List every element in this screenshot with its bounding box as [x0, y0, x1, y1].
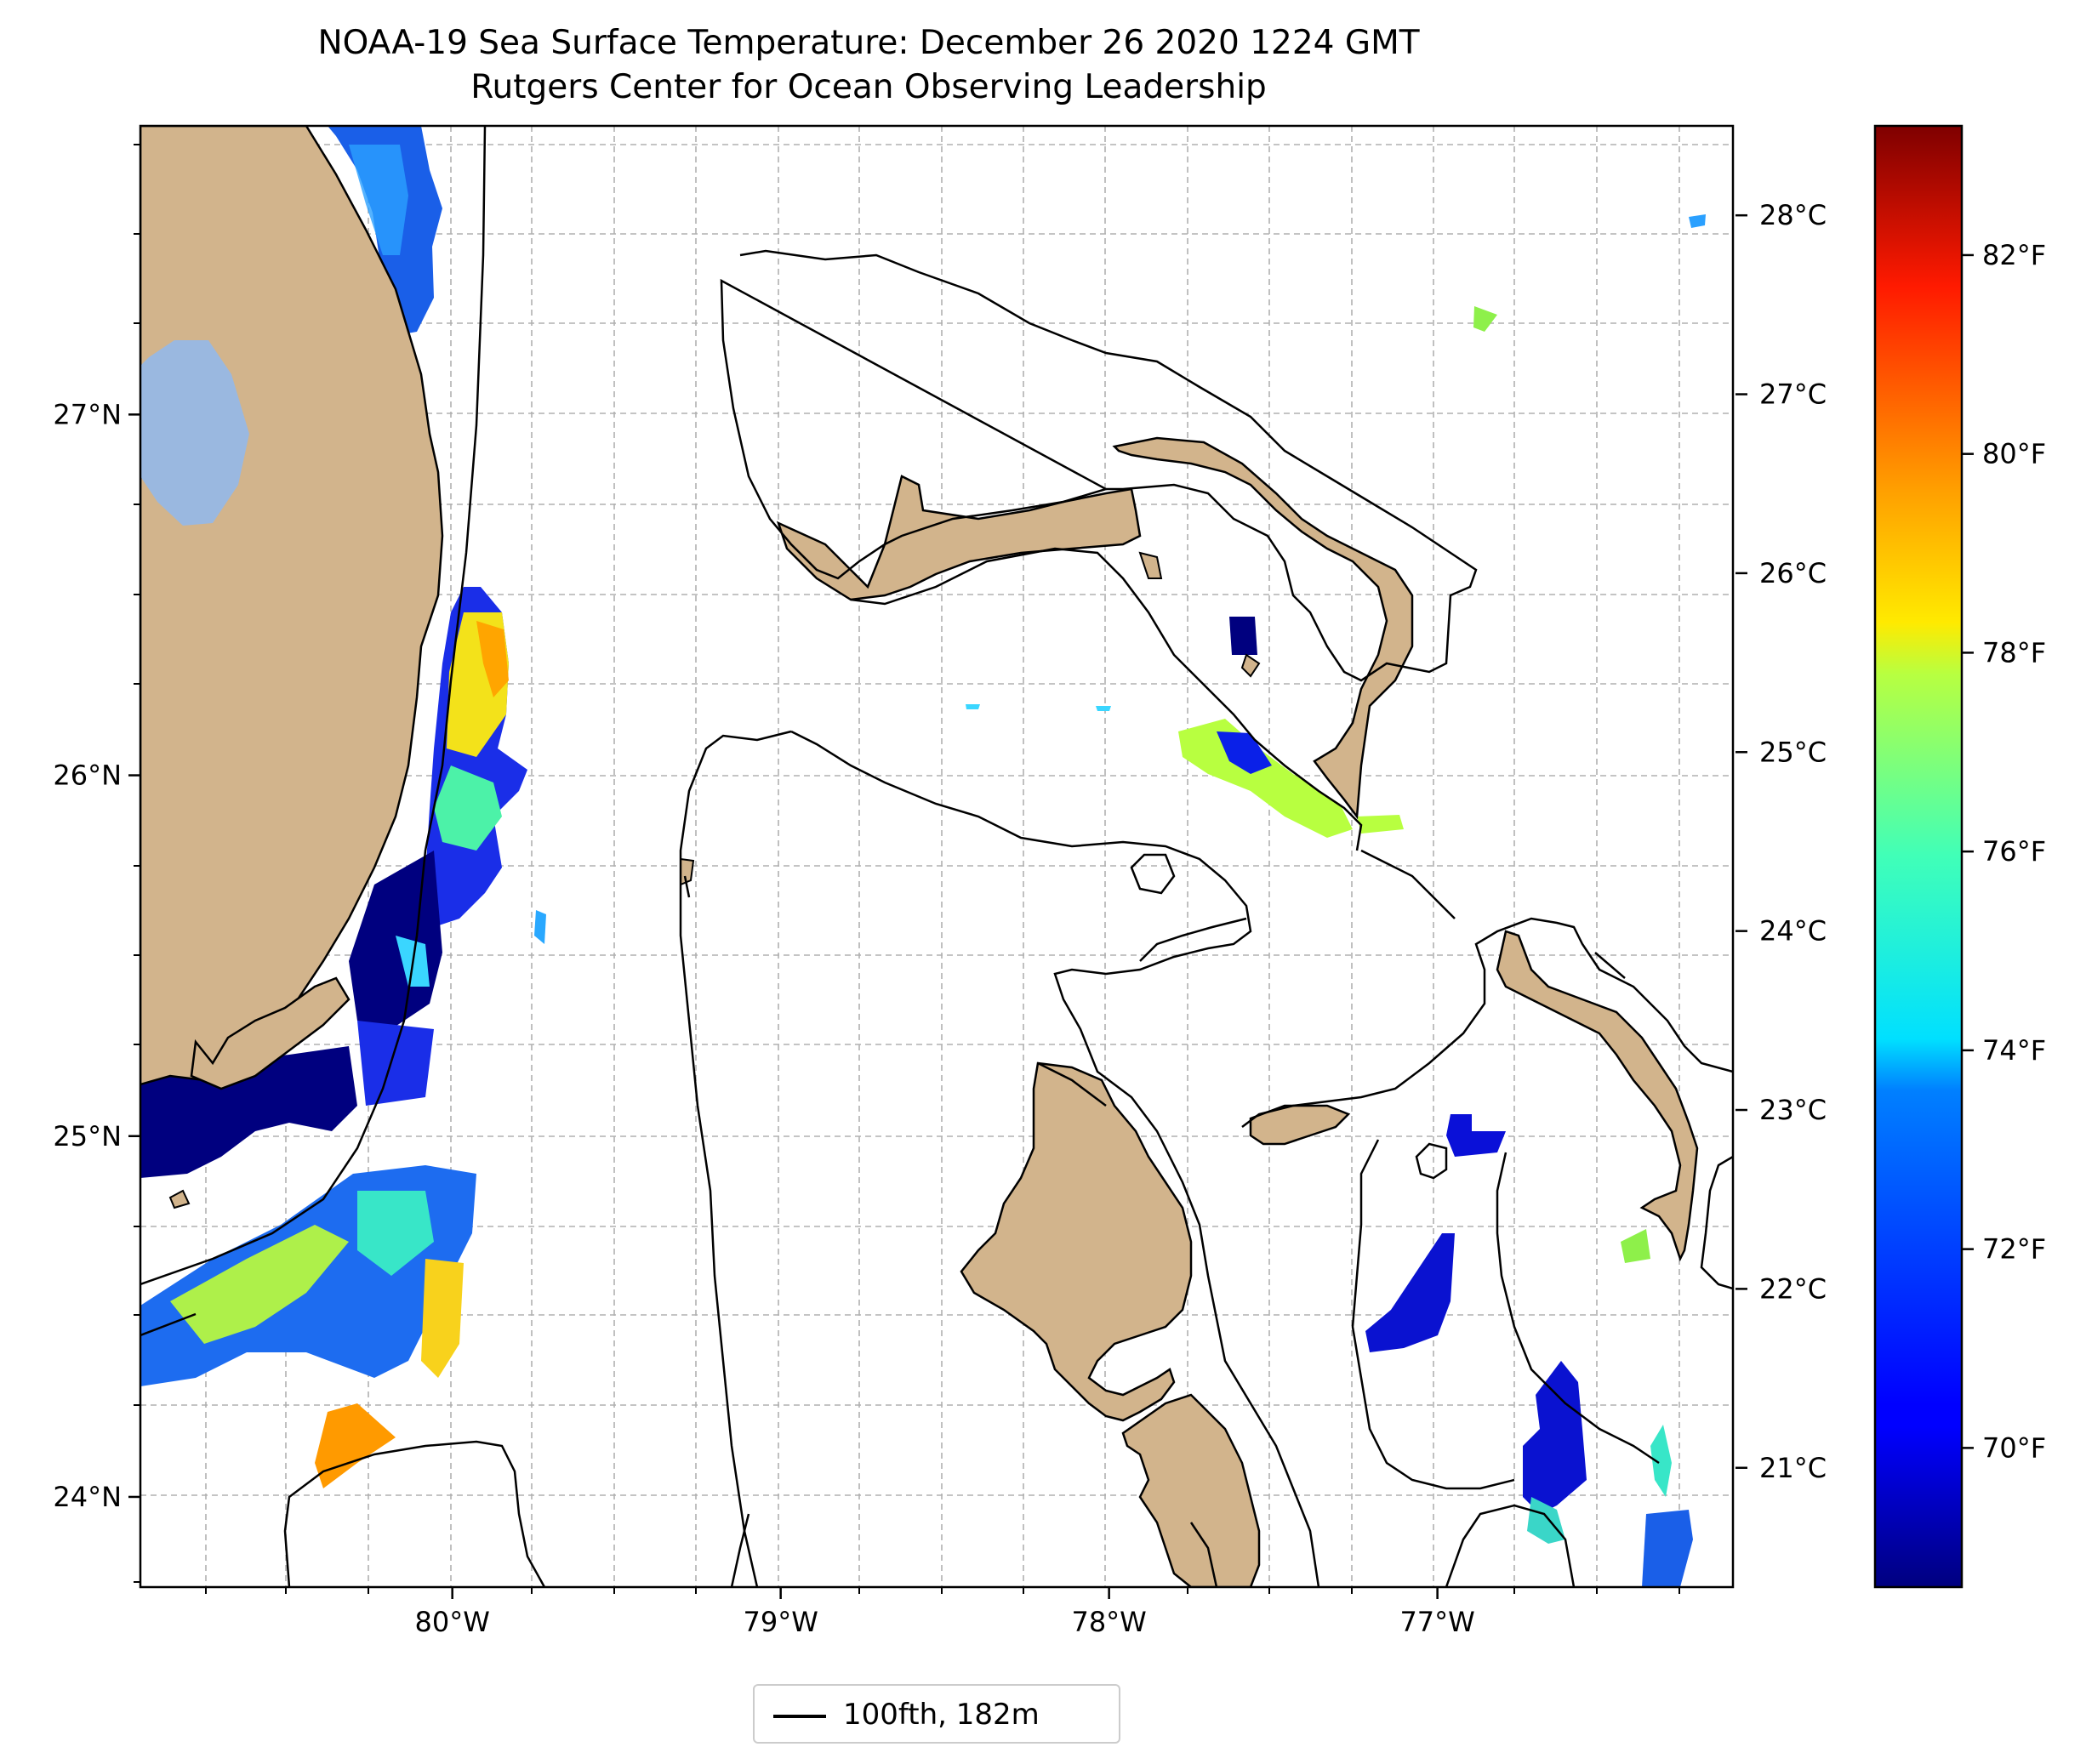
fahrenheit-tick-label: 76°F [1982, 835, 2046, 868]
map-frame [139, 124, 1735, 1589]
land-bahamas [680, 436, 1699, 1587]
fahrenheit-tick-label: 74°F [1982, 1034, 2046, 1067]
celsius-tick-label: 26°C [1759, 557, 1827, 589]
fahrenheit-tick-label: 80°F [1982, 438, 2046, 470]
celsius-tick-label: 25°C [1759, 736, 1827, 768]
land-florida [140, 126, 444, 1209]
x-axis-ticks: 80°W 79°W 78°W 77°W [415, 1587, 1475, 1638]
x-tick-label: 80°W [415, 1606, 490, 1638]
map-title: NOAA-19 Sea Surface Temperature: Decembe… [317, 24, 1420, 62]
map-subtitle: Rutgers Center for Ocean Observing Leade… [470, 68, 1267, 106]
y-tick-label: 24°N [53, 1481, 122, 1513]
y-tick-label: 26°N [53, 760, 122, 792]
fahrenheit-tick-label: 78°F [1982, 636, 2046, 669]
legend-label: 100fth, 182m [843, 1698, 1040, 1732]
legend-line-swatch [773, 1715, 826, 1718]
x-tick-label: 79°W [743, 1606, 818, 1638]
x-tick-label: 78°W [1071, 1606, 1146, 1638]
gridlines [140, 126, 1733, 1587]
y-tick-label: 25°N [53, 1120, 122, 1152]
y-tick-label: 27°N [53, 398, 122, 430]
celsius-tick-label: 28°C [1759, 199, 1827, 231]
fahrenheit-tick-label: 82°F [1982, 239, 2046, 271]
colorbar [1873, 124, 1963, 1589]
celsius-tick-label: 21°C [1759, 1452, 1827, 1484]
y-axis-ticks: 24°N 25°N 26°N 27°N [53, 398, 140, 1513]
sst-data-patches [140, 126, 1706, 1587]
legend: 100fth, 182m [753, 1684, 1120, 1744]
celsius-tick-label: 22°C [1759, 1272, 1827, 1305]
fahrenheit-tick-label: 70°F [1982, 1431, 2046, 1464]
fahrenheit-tick-label: 72°F [1982, 1233, 2046, 1266]
celsius-tick-label: 23°C [1759, 1094, 1827, 1126]
colorbar-fahrenheit-ticks: 70°F 72°F 74°F 76°F 78°F 80°F 82°F [1962, 239, 2046, 1464]
colorbar-celsius-ticks: 21°C 22°C 23°C 24°C 25°C 26°C 27°C 28°C [1735, 199, 1827, 1484]
celsius-tick-label: 27°C [1759, 378, 1827, 411]
celsius-tick-label: 24°C [1759, 915, 1827, 947]
minor-ticks [134, 144, 1680, 1594]
isobath-100fth [140, 126, 1733, 1587]
x-tick-label: 77°W [1399, 1606, 1474, 1638]
